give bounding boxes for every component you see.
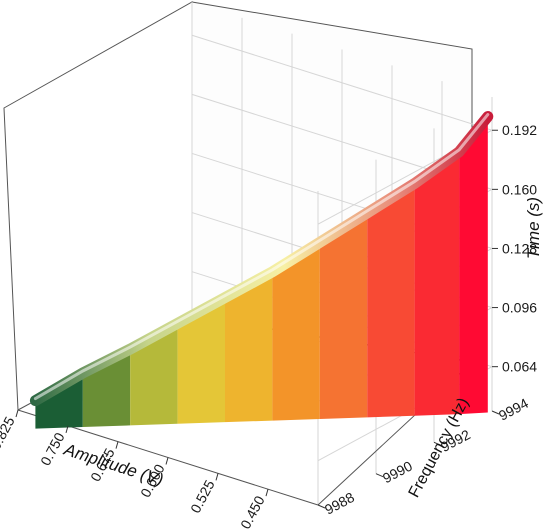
color-band <box>35 372 83 429</box>
y-tick <box>433 441 442 446</box>
color-band <box>225 271 273 423</box>
data-tube-highlight <box>33 113 490 401</box>
z-tick-label: 0.192 <box>502 122 537 138</box>
z-axis-title: Time (s) <box>524 197 543 259</box>
z-tick-label: 0.064 <box>502 359 537 375</box>
x-tick-label: 0.450 <box>237 493 268 530</box>
x-tick <box>15 409 19 418</box>
y-tick <box>375 473 384 478</box>
color-band <box>177 297 225 424</box>
x-tick <box>265 489 269 497</box>
y-tick-label: 9990 <box>380 457 415 486</box>
color-band <box>367 183 415 418</box>
x-tick <box>165 457 169 465</box>
x-tick-label: 0.750 <box>37 430 68 469</box>
z-tick-label: 0.096 <box>502 300 537 316</box>
y-tick-label: 9994 <box>496 395 531 424</box>
x-tick <box>65 425 69 433</box>
z-tick-label: 0.160 <box>502 181 537 197</box>
y-tick-label: 9988 <box>322 489 357 518</box>
data-tube <box>29 111 494 407</box>
x-axis-title: Amplitude (V) <box>61 440 166 490</box>
y-tick <box>317 504 326 509</box>
color-band <box>459 116 488 415</box>
color-band <box>272 242 320 421</box>
x-tick-label: 0.825 <box>0 414 18 453</box>
z-tick-label: 0.128 <box>502 240 537 256</box>
x-tick <box>115 441 119 449</box>
y-tick <box>491 410 500 415</box>
x-tick-label: 0.525 <box>187 477 218 516</box>
color-band <box>319 212 368 419</box>
x-tick <box>215 473 219 481</box>
color-band <box>414 151 460 416</box>
